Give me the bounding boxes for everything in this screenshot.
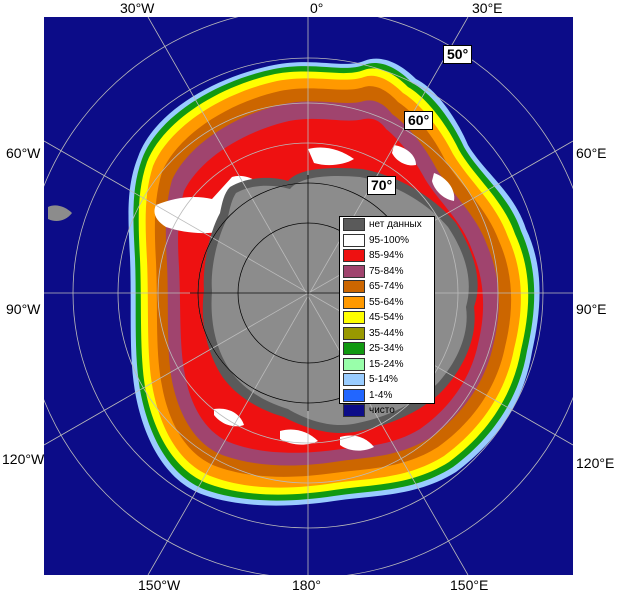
lon-label-right-120e: 120°E — [576, 455, 615, 471]
lon-label-top-0: 0° — [310, 0, 324, 16]
lat-label-70: 70° — [367, 176, 397, 195]
legend-swatch — [343, 326, 365, 340]
legend-swatch — [343, 233, 365, 247]
legend-label: 35-44% — [369, 327, 404, 339]
legend-label: 45-54% — [369, 312, 404, 324]
legend-item: нет данных — [340, 217, 434, 233]
legend-label: чисто — [369, 405, 395, 417]
legend-label: 5-14% — [369, 374, 398, 386]
ice-patch-95-100 — [214, 408, 244, 427]
legend-swatch — [343, 311, 365, 325]
legend-swatch — [343, 249, 365, 263]
lon-label-bottom-150w: 150°W — [138, 577, 181, 593]
lon-label-bottom-180: 180° — [292, 577, 321, 593]
ice-patch-95-100 — [340, 435, 374, 451]
legend-item: 75-84% — [340, 264, 434, 280]
legend-swatch — [343, 373, 365, 387]
legend-label: 15-24% — [369, 358, 404, 370]
land-patch — [48, 205, 72, 221]
legend: нет данных 95-100% 85-94% 75-84% 65-74% 55-64… — [339, 216, 435, 418]
sea-ice-concentration-map[interactable] — [22, 7, 594, 579]
lon-label-bottom-150e: 150°E — [450, 577, 489, 593]
lat-label-50: 50° — [443, 45, 473, 64]
legend-item: 45-54% — [340, 310, 434, 326]
legend-item: 35-44% — [340, 326, 434, 342]
legend-label: 85-94% — [369, 250, 404, 262]
legend-swatch — [343, 280, 365, 294]
lon-label-left-90w: 90°W — [6, 301, 41, 317]
ice-patch-95-100 — [308, 147, 354, 166]
legend-swatch — [343, 388, 365, 402]
lon-label-left-120w: 120°W — [2, 451, 45, 467]
legend-item: 65-74% — [340, 279, 434, 295]
legend-item: 5-14% — [340, 372, 434, 388]
legend-item: 15-24% — [340, 357, 434, 373]
legend-swatch — [343, 342, 365, 356]
legend-swatch — [343, 404, 365, 418]
legend-item: чисто — [340, 403, 434, 419]
lat-label-60: 60° — [404, 111, 434, 130]
legend-swatch — [343, 357, 365, 371]
legend-label: 75-84% — [369, 265, 404, 277]
legend-item: 55-64% — [340, 295, 434, 311]
legend-item: 1-4% — [340, 388, 434, 404]
legend-item: 25-34% — [340, 341, 434, 357]
lon-label-top-30e: 30°E — [472, 0, 503, 16]
lon-label-right-90e: 90°E — [576, 301, 607, 317]
legend-label: 1-4% — [369, 389, 393, 401]
legend-item: 85-94% — [340, 248, 434, 264]
map-frame[interactable] — [22, 7, 594, 579]
lon-label-right-60e: 60°E — [576, 145, 607, 161]
legend-label: 65-74% — [369, 281, 404, 293]
legend-label: 25-34% — [369, 343, 404, 355]
lon-label-left-60w: 60°W — [6, 145, 41, 161]
legend-label: 55-64% — [369, 296, 404, 308]
legend-swatch — [343, 295, 365, 309]
legend-label: 95-100% — [369, 234, 410, 246]
ice-patch-95-100 — [432, 173, 455, 201]
legend-swatch — [343, 218, 365, 232]
lon-label-top-30w: 30°W — [120, 0, 155, 16]
legend-swatch — [343, 264, 365, 278]
legend-item: 95-100% — [340, 233, 434, 249]
ice-patch-95-100 — [392, 145, 416, 166]
legend-label: нет данных — [369, 219, 422, 231]
ice-patch-95-100 — [280, 429, 318, 445]
